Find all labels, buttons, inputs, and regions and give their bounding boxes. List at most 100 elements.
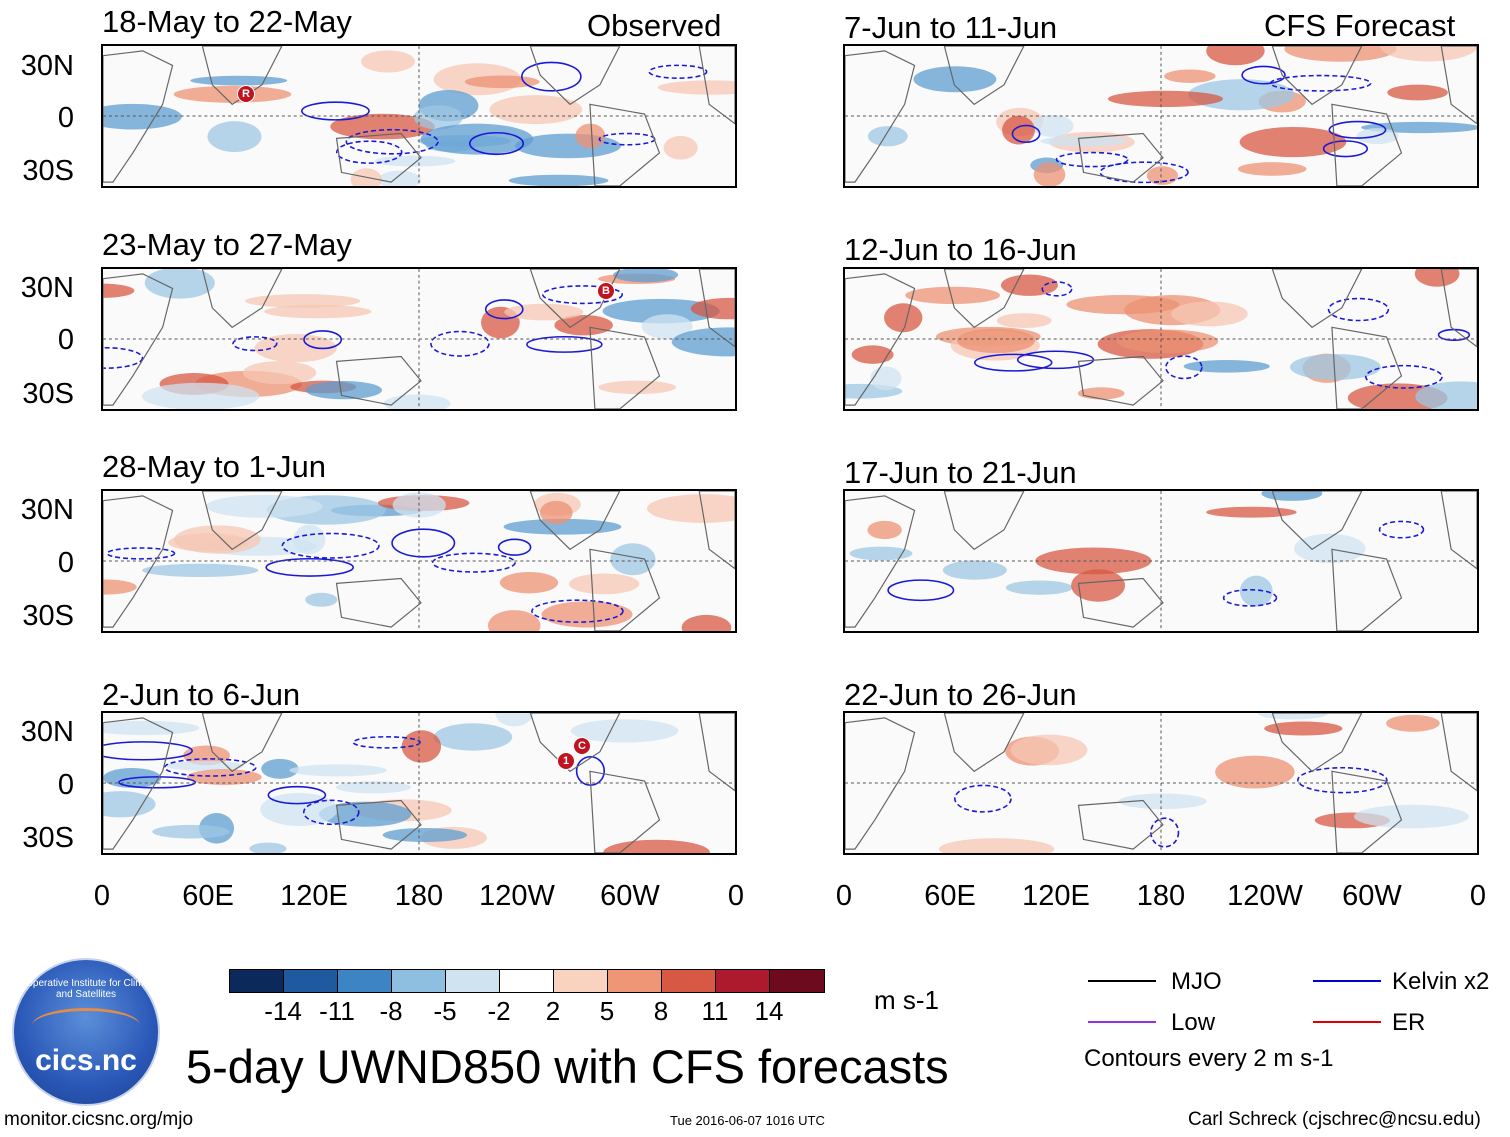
wind-anomaly-shade <box>996 313 1052 329</box>
kelvin-contour <box>265 557 355 577</box>
coastline <box>1440 713 1477 792</box>
wind-anomaly-shade <box>867 520 902 540</box>
wind-anomaly-shade <box>261 758 299 779</box>
wind-anomaly-shade <box>207 121 262 153</box>
lat-label: 30S <box>22 378 74 410</box>
logo-text: cics.nc <box>35 1044 137 1077</box>
kelvin-contour <box>1016 350 1095 370</box>
lat-label: 30N <box>20 50 74 82</box>
wind-anomaly-shade <box>293 524 326 555</box>
coastline <box>1271 491 1363 551</box>
wind-anomaly-shade <box>1171 301 1248 327</box>
wind-anomaly-shade <box>870 366 902 391</box>
kelvin-contour <box>1222 588 1278 607</box>
legend-label-er: ER <box>1392 1009 1426 1036</box>
panel-title-fc-1: 7-Jun to 11-Jun <box>844 10 1058 45</box>
lon-label: 0 <box>1469 880 1487 912</box>
coastline <box>201 713 283 773</box>
wind-anomaly-shade <box>183 745 230 766</box>
coastline <box>529 46 621 106</box>
wind-anomaly-shade <box>1380 46 1477 62</box>
panel-title-fc-2: 12-Jun to 16-Jun <box>844 232 1077 267</box>
coastline <box>943 491 1025 551</box>
wind-anomaly-shade <box>1071 569 1126 602</box>
kelvin-contour <box>1297 766 1388 794</box>
coastline <box>943 46 1025 106</box>
wind-anomaly-shade <box>1206 506 1297 518</box>
coastline <box>335 799 422 850</box>
wind-anomaly-shade <box>1031 114 1074 137</box>
footer-author: Carl Schreck (cjschrec@ncsu.edu) <box>1188 1109 1481 1130</box>
colorbar-cell <box>716 970 770 992</box>
coastline <box>943 269 1025 329</box>
observed-label: Observed <box>587 8 722 43</box>
coastline <box>698 46 735 125</box>
kelvin-contour <box>103 741 193 761</box>
wind-anomaly-shade <box>1066 294 1180 315</box>
kelvin-contour <box>301 101 370 121</box>
coastline <box>698 713 735 792</box>
coastline <box>335 577 422 628</box>
wind-anomaly-shade <box>413 105 463 130</box>
wind-anomaly-shade <box>499 571 559 594</box>
wind-anomaly-shade <box>884 303 923 333</box>
wind-anomaly-shade <box>489 95 583 125</box>
wind-anomaly-shade <box>487 610 541 631</box>
wind-anomaly-shade <box>663 135 698 160</box>
legend-label-kelvin: Kelvin x2 <box>1392 968 1490 995</box>
lon-label: 180 <box>1136 880 1186 912</box>
cics-logo: Cooperative Institute for Climate and Sa… <box>12 958 160 1106</box>
colorbar-tick-label: 8 <box>653 996 669 1026</box>
kelvin-contour <box>1328 120 1387 139</box>
wind-anomaly-shade <box>144 269 215 299</box>
coastline <box>845 495 916 628</box>
wind-anomaly-shade <box>305 592 338 607</box>
colorbar-tick-label: -14 <box>264 996 302 1026</box>
kelvin-contour <box>973 353 1053 372</box>
wind-anomaly-shade <box>1386 714 1440 732</box>
wind-anomaly-shade <box>503 518 622 535</box>
legend-note: Contours every 2 m s-1 <box>1084 1045 1334 1072</box>
coastline <box>698 491 735 570</box>
wind-anomaly-shade <box>186 769 262 786</box>
wind-anomaly-shade <box>401 730 442 763</box>
wind-anomaly-shade <box>464 75 540 89</box>
lon-label: 0 <box>93 880 111 912</box>
kelvin-contour <box>531 599 624 623</box>
wind-anomaly-shade <box>495 713 534 727</box>
wind-anomaly-shade <box>610 543 656 576</box>
wind-anomaly-shade <box>690 297 735 320</box>
wind-anomaly-shade <box>1118 793 1207 810</box>
lon-label: 60W <box>1342 880 1402 912</box>
wind-anomaly-shade <box>254 334 337 363</box>
kelvin-contour <box>1365 364 1443 389</box>
wind-anomaly-shade <box>165 760 245 771</box>
footer-url[interactable]: monitor.cicsnc.org/mjo <box>4 1109 194 1130</box>
coastline <box>1271 269 1363 329</box>
coastline <box>103 273 174 406</box>
wind-anomaly-shade <box>1239 575 1273 607</box>
wind-anomaly-shade <box>383 394 451 409</box>
storm-marker: B <box>597 282 615 300</box>
coastline <box>1077 799 1164 850</box>
wind-anomaly-shade <box>1005 580 1073 595</box>
wind-anomaly-shade <box>173 85 292 103</box>
colorbar-cell <box>230 970 284 992</box>
kelvin-contour <box>352 736 421 749</box>
coastline <box>103 717 174 850</box>
kelvin-contour <box>468 131 525 156</box>
coastline <box>103 50 174 183</box>
wind-anomaly-shade <box>1040 135 1128 147</box>
map-panel-obs-1 <box>101 44 737 188</box>
wind-anomaly-shade <box>1002 115 1035 145</box>
colorbar-cell <box>662 970 716 992</box>
colorbar-cell <box>284 970 338 992</box>
lon-label: 60E <box>182 880 234 912</box>
map-panel-obs-4 <box>101 711 737 855</box>
kelvin-contour <box>232 336 278 352</box>
storm-marker: C <box>573 737 591 755</box>
coastline <box>1331 548 1403 631</box>
colorbar-tick-label: -11 <box>319 996 355 1026</box>
coastline <box>589 103 661 186</box>
wind-anomaly-shade <box>905 286 1001 304</box>
